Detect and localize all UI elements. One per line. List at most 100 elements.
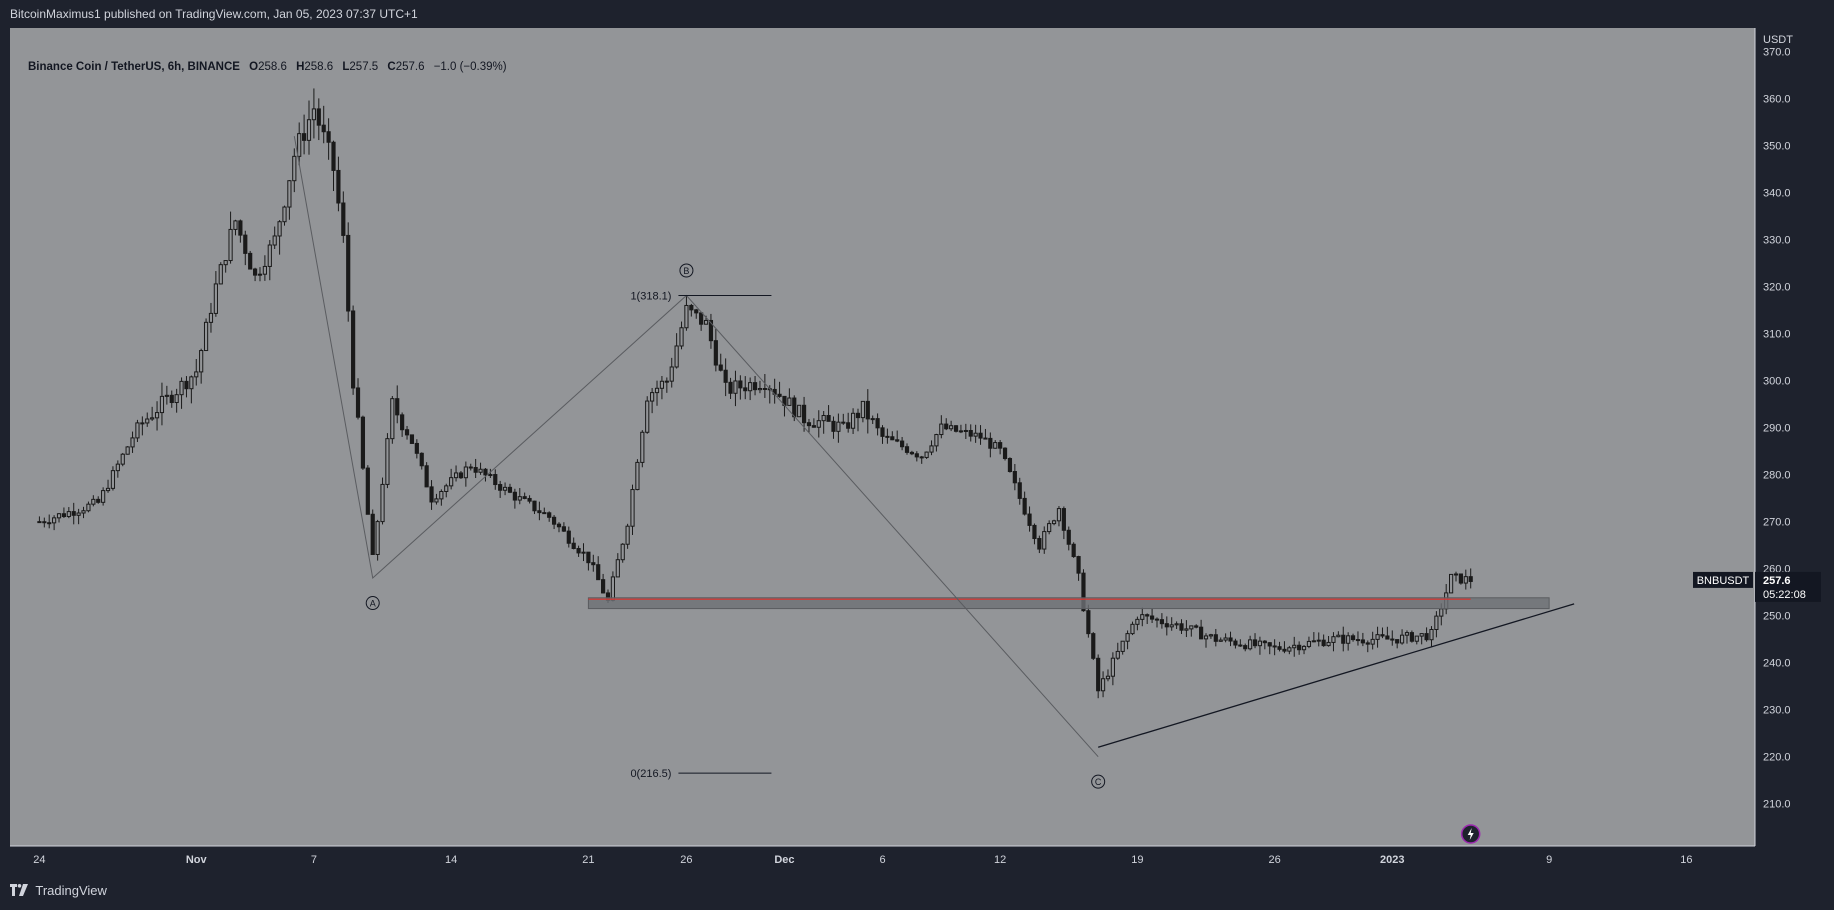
x-tick-label: 7 (311, 854, 317, 866)
candle-body (949, 425, 954, 430)
wave-label-circle (1091, 774, 1106, 789)
candle-body (512, 491, 517, 501)
candle-body (1292, 644, 1297, 649)
candle-body (326, 131, 331, 143)
candle-body (1096, 657, 1101, 692)
candle-body (66, 511, 71, 518)
wave-label-c: C (1091, 774, 1106, 789)
candle-body (1399, 634, 1405, 644)
candle-body (375, 521, 380, 555)
candle-body (998, 442, 1003, 449)
candle-body (850, 412, 856, 429)
candle-body (1419, 633, 1424, 637)
candle-body (1453, 573, 1459, 576)
candle-body (777, 393, 782, 397)
candle-body (581, 551, 586, 554)
candle-body (243, 234, 248, 254)
candle-body (654, 387, 660, 394)
candle-body (252, 268, 258, 276)
candle-body (1007, 458, 1013, 473)
candle-body (963, 429, 968, 432)
candle-body (336, 169, 341, 204)
publisher-bar: BitcoinMaximus1 published on TradingView… (0, 0, 1834, 28)
candle-body (1409, 632, 1414, 642)
countdown-value: 05:22:08 (1763, 589, 1806, 601)
candle-body (507, 486, 513, 493)
candle-body (1002, 447, 1008, 460)
candle-body (993, 442, 998, 449)
candle-body (1061, 508, 1066, 531)
candle-body (1243, 645, 1248, 650)
candle-body (1375, 634, 1380, 640)
price-axis-unit: USDT (1763, 34, 1793, 46)
candle-body (1434, 615, 1439, 630)
candle-body (904, 446, 910, 453)
candle-body (1223, 637, 1228, 641)
candle-body (1424, 633, 1429, 641)
candle-body (826, 415, 831, 422)
candle-body (42, 521, 47, 524)
candle-body (1282, 648, 1287, 652)
candle-body (757, 388, 763, 391)
legend-change: −1.0 (−0.39%) (433, 61, 507, 73)
candle-body (159, 395, 165, 414)
candle-body (52, 517, 57, 524)
candle-body (792, 397, 797, 418)
time-axis: 24 Nov 7 14 21 26 Dec 6 12 19 26 2023 9 16 (10, 845, 1824, 873)
candle-body (797, 404, 802, 418)
candle-body (684, 304, 689, 329)
y-tick-label: 230.0 (1763, 705, 1791, 717)
legend-open-label: O (249, 61, 259, 73)
y-tick-label: 290.0 (1763, 423, 1791, 435)
candle-body (1042, 531, 1047, 550)
candle-body (718, 364, 723, 371)
y-tick-label: 360.0 (1763, 94, 1791, 106)
time-axis-bg (10, 846, 1824, 873)
chart-area[interactable]: USDT 370.0 360.0 350.0 340.0 330.0 320.0 310.0 3… (10, 28, 1824, 873)
candle-body (909, 451, 915, 455)
candle-body (81, 510, 86, 514)
candle-body (424, 465, 429, 488)
x-tick-label: 24 (33, 854, 45, 866)
candle-body (650, 392, 655, 402)
symbol-tag: BNBUSDT (1697, 575, 1750, 587)
candle-body (1047, 523, 1052, 533)
candle-body (400, 414, 405, 431)
candle-body (297, 133, 302, 157)
candle-body (434, 498, 439, 503)
wave-label-text: B (683, 266, 689, 276)
wave-label-text: C (1095, 777, 1102, 787)
candle-body (1051, 520, 1057, 525)
candle-body (346, 234, 351, 312)
candle-body (238, 220, 243, 236)
legend-high-value: 258.6 (304, 61, 334, 73)
candle-body (679, 327, 684, 347)
candle-body (1306, 640, 1312, 647)
candle-body (365, 467, 370, 515)
candle-body (1297, 644, 1302, 651)
candle-body (257, 273, 263, 276)
candle-body (1125, 633, 1130, 642)
candle-body (1189, 625, 1194, 630)
y-tick-label: 280.0 (1763, 470, 1791, 482)
candle-body (409, 434, 415, 444)
candle-body (875, 418, 880, 429)
candle-body (174, 394, 179, 404)
candle-body (1301, 645, 1307, 651)
candle-body (1091, 633, 1096, 659)
footer-bar: TradingView (0, 873, 1834, 909)
candle-body (659, 380, 665, 389)
candle-body (154, 412, 160, 419)
candle-body (86, 503, 91, 512)
candle-body (924, 451, 929, 458)
candle-body (262, 265, 267, 275)
candle-body (493, 474, 498, 486)
candle-body (743, 387, 748, 392)
candle-body (463, 466, 468, 479)
candle-body (1228, 637, 1233, 642)
candle-body (1346, 635, 1351, 644)
x-tick-label: 6 (879, 854, 885, 866)
candle-body (360, 416, 366, 469)
y-tick-label: 330.0 (1763, 235, 1791, 247)
